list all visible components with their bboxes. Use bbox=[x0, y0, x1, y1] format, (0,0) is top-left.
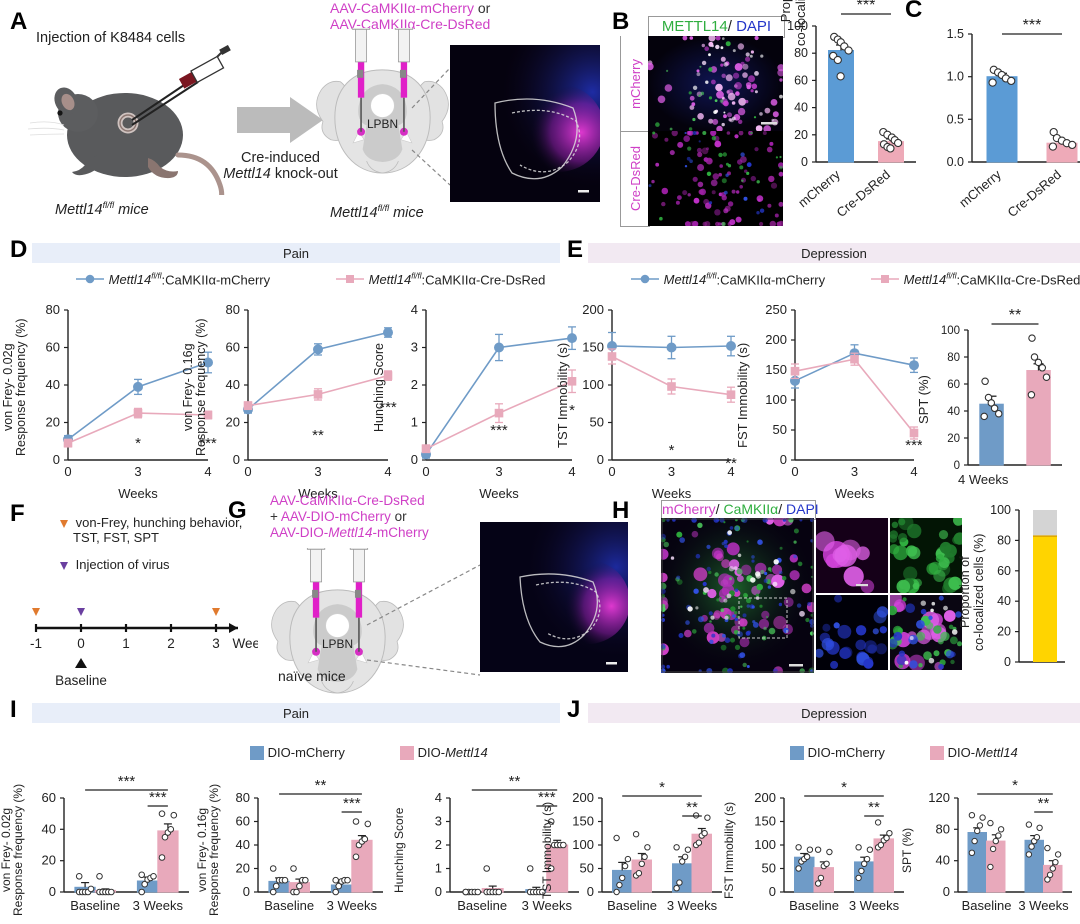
svg-text:150: 150 bbox=[572, 814, 594, 829]
svg-text:20: 20 bbox=[42, 853, 56, 868]
svg-text:50: 50 bbox=[580, 861, 594, 876]
svg-text:100: 100 bbox=[754, 837, 776, 852]
svg-text:200: 200 bbox=[572, 790, 594, 805]
svg-text:Baseline: Baseline bbox=[962, 898, 1012, 913]
svg-text:80: 80 bbox=[997, 533, 1011, 547]
svg-text:**: ** bbox=[1038, 795, 1050, 812]
svg-text:**: ** bbox=[315, 777, 327, 794]
svg-text:4: 4 bbox=[435, 790, 442, 805]
svg-text:***: *** bbox=[149, 789, 167, 806]
svg-text:0: 0 bbox=[1004, 655, 1011, 669]
svg-text:Baseline: Baseline bbox=[264, 898, 314, 913]
svg-text:80: 80 bbox=[236, 790, 250, 805]
svg-text:60: 60 bbox=[42, 790, 56, 805]
svg-text:**: ** bbox=[509, 773, 521, 790]
svg-text:0: 0 bbox=[243, 884, 250, 899]
svg-text:150: 150 bbox=[754, 814, 776, 829]
svg-text:100: 100 bbox=[990, 503, 1011, 517]
svg-text:3 Weeks: 3 Weeks bbox=[1018, 898, 1069, 913]
svg-text:80: 80 bbox=[936, 821, 950, 836]
svg-text:3 Weeks: 3 Weeks bbox=[667, 898, 718, 913]
svg-text:3 Weeks: 3 Weeks bbox=[327, 898, 378, 913]
svg-text:3 Weeks: 3 Weeks bbox=[849, 898, 900, 913]
svg-text:60: 60 bbox=[997, 564, 1011, 578]
svg-text:***: *** bbox=[118, 773, 136, 790]
svg-text:*: * bbox=[841, 779, 847, 796]
svg-text:50: 50 bbox=[762, 861, 776, 876]
svg-text:3 Weeks: 3 Weeks bbox=[133, 898, 184, 913]
svg-text:Baseline: Baseline bbox=[607, 898, 657, 913]
svg-text:0: 0 bbox=[435, 884, 442, 899]
svg-text:0: 0 bbox=[943, 884, 950, 899]
svg-text:**: ** bbox=[868, 799, 880, 816]
svg-text:20: 20 bbox=[236, 861, 250, 876]
svg-text:Baseline: Baseline bbox=[789, 898, 839, 913]
svg-text:120: 120 bbox=[928, 790, 950, 805]
svg-text:100: 100 bbox=[572, 837, 594, 852]
svg-text:***: *** bbox=[343, 795, 361, 812]
svg-text:40: 40 bbox=[42, 821, 56, 836]
svg-text:*: * bbox=[659, 779, 665, 796]
svg-text:40: 40 bbox=[936, 853, 950, 868]
svg-text:Baseline: Baseline bbox=[457, 898, 507, 913]
svg-text:0: 0 bbox=[587, 884, 594, 899]
svg-text:20: 20 bbox=[997, 625, 1011, 639]
svg-text:0: 0 bbox=[49, 884, 56, 899]
svg-text:0: 0 bbox=[769, 884, 776, 899]
svg-text:40: 40 bbox=[997, 594, 1011, 608]
svg-text:60: 60 bbox=[236, 814, 250, 829]
svg-text:2: 2 bbox=[435, 837, 442, 852]
svg-text:40: 40 bbox=[236, 837, 250, 852]
svg-text:1: 1 bbox=[435, 861, 442, 876]
svg-text:200: 200 bbox=[754, 790, 776, 805]
svg-text:**: ** bbox=[686, 799, 698, 816]
svg-text:3: 3 bbox=[435, 814, 442, 829]
svg-text:Baseline: Baseline bbox=[70, 898, 120, 913]
svg-text:*: * bbox=[1012, 777, 1018, 794]
